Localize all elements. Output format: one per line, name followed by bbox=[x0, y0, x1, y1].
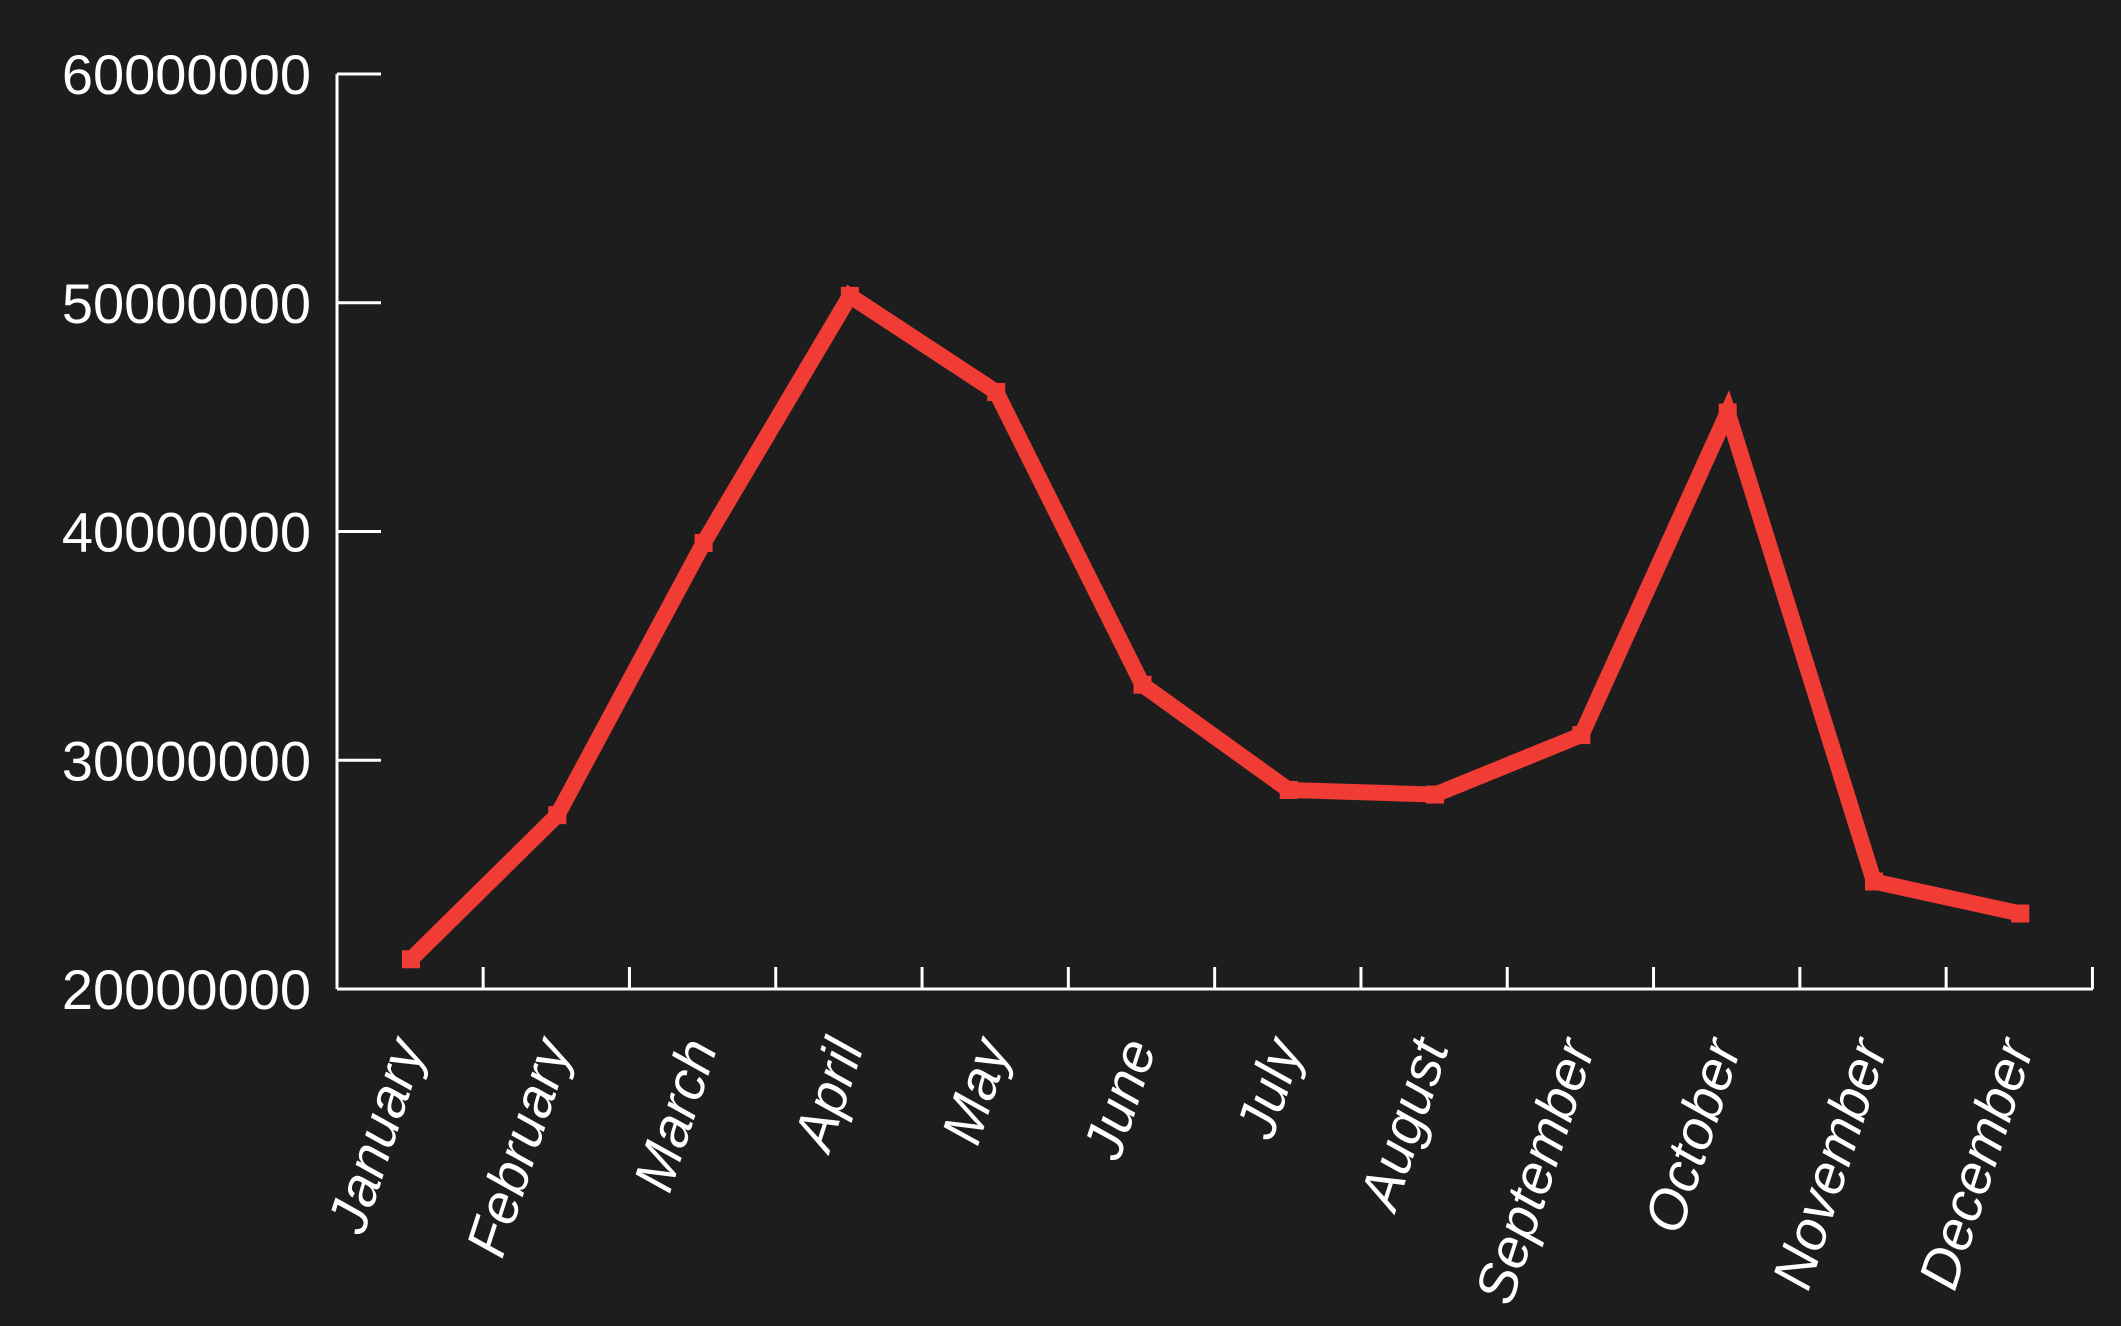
x-tick-label: June bbox=[1070, 1031, 1168, 1167]
data-point bbox=[1279, 780, 1298, 799]
data-point bbox=[1572, 726, 1591, 745]
x-tick-label: November bbox=[1760, 1029, 1900, 1296]
x-axis: January February March April May June July Augu… bbox=[315, 967, 2094, 1311]
x-tick-label: January bbox=[315, 1028, 438, 1241]
data-point bbox=[694, 533, 713, 552]
data-point bbox=[840, 286, 859, 305]
y-tick-label: 60000000 bbox=[62, 43, 311, 106]
x-tick-label: August bbox=[1346, 1029, 1461, 1219]
data-point bbox=[1426, 785, 1445, 804]
data-point bbox=[1865, 872, 1883, 891]
x-tick-label: July bbox=[1223, 1028, 1315, 1146]
data-point bbox=[1718, 403, 1737, 422]
y-axis: 20000000 30000000 40000000 50000000 60000000 bbox=[62, 43, 381, 1021]
x-tick-label: April bbox=[780, 1030, 876, 1160]
y-tick-label: 40000000 bbox=[62, 501, 311, 564]
data-point bbox=[548, 806, 567, 825]
x-tick-label: October bbox=[1632, 1029, 1754, 1240]
data-point bbox=[987, 382, 1006, 401]
series-line bbox=[405, 284, 2023, 965]
series-layer bbox=[402, 284, 2030, 969]
data-point bbox=[1133, 675, 1152, 694]
x-tick-label: March bbox=[621, 1031, 729, 1198]
x-tick-label: December bbox=[1906, 1029, 2046, 1296]
y-tick-label: 20000000 bbox=[62, 958, 311, 1021]
x-tick-label: September bbox=[1462, 1029, 1607, 1311]
x-tick-label: May bbox=[929, 1028, 1023, 1151]
x-tick-label: February bbox=[454, 1028, 584, 1263]
y-tick-label: 30000000 bbox=[62, 729, 311, 792]
data-point bbox=[402, 950, 420, 969]
data-point bbox=[2011, 904, 2030, 923]
y-tick-label: 50000000 bbox=[62, 272, 311, 335]
